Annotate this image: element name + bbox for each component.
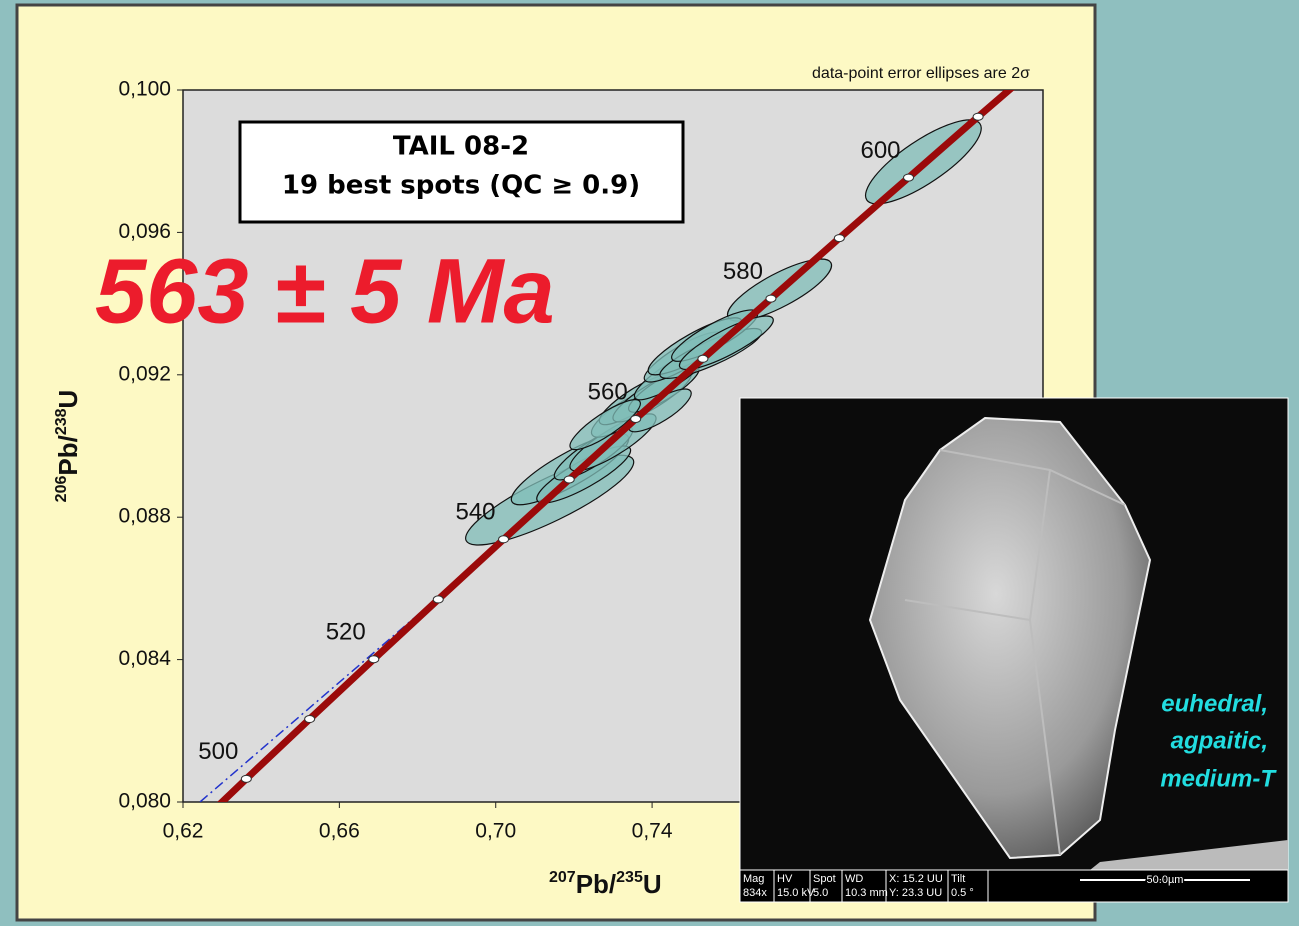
y-tick-label: 0,096 [118,220,171,243]
info-text: Tilt [951,873,965,885]
age-marker [368,655,380,664]
x-label-part: 207 [549,869,576,886]
info-text: WD [845,873,863,885]
age-label: 540 [455,499,495,526]
age-marker [563,475,575,484]
info-text: HV [777,873,793,885]
info-text: 834x [743,887,767,899]
age-marker [903,173,915,182]
x-label-part: 235 [616,869,643,886]
x-label-part: Pb/ [576,869,616,899]
crystal-edges [904,449,1126,856]
age-label: 600 [860,137,900,164]
y-label-part: Pb/ [53,435,83,475]
plot-content: 500 520 540 560 580 600 [198,90,1015,802]
caption: euhedral, [1161,690,1268,717]
annotation: data-point error ellipses are 2σ [812,65,1030,82]
y-tick-label: 0,080 [118,790,171,813]
age-marker [833,234,845,243]
y-axis-label: 206Pb/238U [53,390,83,503]
title-box [238,120,685,224]
age-marker [765,294,777,303]
age-label: 580 [723,258,763,285]
info-text: 15.0 kV [777,887,815,899]
x-tick-label: 0,66 [319,820,360,843]
age-marker [697,354,709,363]
y-tick-label: 0,084 [118,647,171,670]
age-marker [304,715,316,724]
x-tick-label: 0,62 [163,820,204,843]
age-result: 563 ± 5 Ma [95,240,555,342]
sem-inset: 50.0µm euhedral, agpaitic, medium-T Mag 8… [739,397,1289,903]
y-label-part: U [53,390,83,409]
x-tick-label: 0,70 [475,820,516,843]
error-ellipse [569,399,641,451]
age-marker [972,112,984,121]
crystal-fragment [1090,840,1288,870]
info-text: Mag [743,873,764,885]
info-text: 10.3 mm [845,887,888,899]
info-bar [739,869,1289,903]
info-text: Y: 23.3 UU [889,887,942,899]
age-marker [498,535,510,544]
x-axis-label: 207Pb/235U [549,869,662,899]
age-marker [240,774,252,783]
y-label-part: 238 [53,408,70,435]
age-marker [432,595,444,604]
overlay: data-point error ellipses are 2σ TAIL 08… [53,65,1030,899]
x-tick-label: 0,74 [632,820,673,843]
age-marker [630,414,642,423]
subtitle: 19 best spots (QC ≥ 0.9) [282,171,640,201]
scale-label: 50.0µm [1147,874,1184,886]
y-tick-label: 0,088 [118,505,171,528]
caption: medium-T [1160,765,1277,792]
age-label: 560 [588,378,628,405]
y-label-part: 206 [53,476,70,503]
info-text: X: 15.2 UU [889,873,943,885]
info-text: Spot [813,873,836,885]
info-text: 0.5 ° [951,887,974,899]
age-label: 520 [326,619,366,646]
x-label-part: U [643,869,662,899]
concordia-curve [217,90,1015,802]
y-tick-label: 0,092 [118,362,171,385]
caption: agpaitic, [1171,727,1268,754]
y-tick-label: 0,100 [118,78,171,101]
age-label: 500 [198,738,238,765]
title: TAIL 08-2 [393,132,529,162]
info-text: 5.0 [813,887,828,899]
